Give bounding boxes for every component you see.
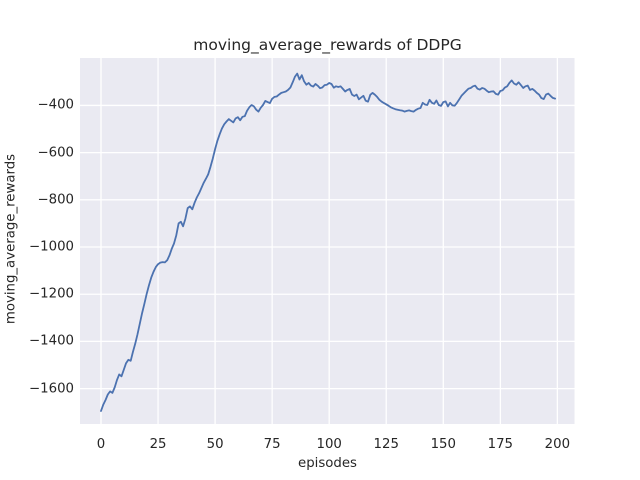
x-axis-label: episodes xyxy=(298,456,357,471)
y-tick-label: −1200 xyxy=(29,286,74,302)
axes-background xyxy=(80,58,575,424)
x-tick-label: 75 xyxy=(263,437,281,452)
x-tick-label: 0 xyxy=(96,437,106,452)
chart-title: moving_average_rewards of DDPG xyxy=(193,36,462,54)
y-tick-label: −1400 xyxy=(29,333,74,349)
x-tick-label: 200 xyxy=(544,437,571,452)
x-tick-label: 25 xyxy=(149,437,167,452)
x-tick-label: 175 xyxy=(487,437,514,452)
y-tick-label: −1000 xyxy=(29,239,74,255)
x-tick-label: 100 xyxy=(316,437,342,452)
x-tick-label: 50 xyxy=(206,437,224,452)
y-tick-label: −800 xyxy=(37,192,74,208)
y-tick-label: −400 xyxy=(37,97,74,113)
data-line xyxy=(100,72,556,412)
y-axis-label: moving_average_rewards xyxy=(3,153,19,325)
x-tick-label: 150 xyxy=(430,437,456,452)
y-tick-label: −600 xyxy=(37,145,74,161)
y-tick-label: −1600 xyxy=(29,381,74,397)
x-tick-label: 125 xyxy=(373,437,399,452)
